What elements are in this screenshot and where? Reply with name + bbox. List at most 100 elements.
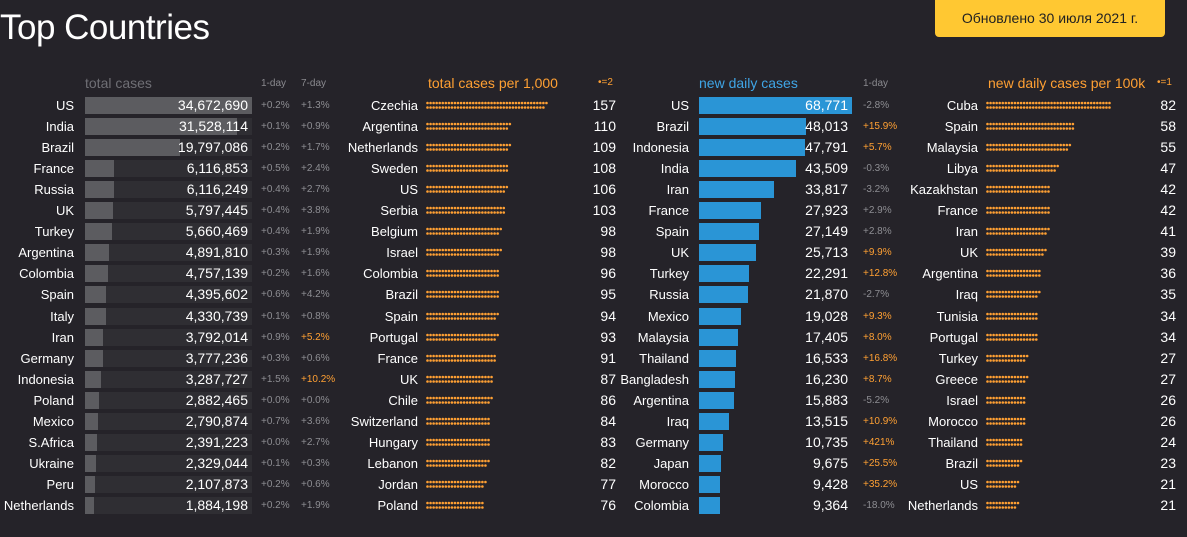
country-label: Colombia	[19, 266, 74, 282]
change-1day: +0.2%	[261, 499, 290, 511]
country-label: Kazakhstan	[910, 182, 978, 198]
country-label: Hungary	[368, 434, 418, 450]
per-100k-row: US 21	[900, 474, 1187, 495]
country-label: Thailand	[928, 434, 978, 450]
per-100k-dots	[986, 164, 1059, 172]
daily-cases-value: 48,013	[805, 118, 848, 135]
per-100k-dots	[986, 501, 1020, 509]
change-7day: +0.0%	[301, 394, 330, 406]
daily-cases-value: 68,771	[805, 97, 848, 113]
change-1day: +0.0%	[261, 436, 290, 448]
daily-cases-row: Japan 9,675 +25.5%	[620, 453, 910, 474]
per-100k-value: 42	[1160, 181, 1176, 198]
daily-change-1day: +16.8%	[863, 352, 898, 364]
total-cases-value: 6,116,249	[186, 181, 248, 198]
daily-cases-row: Indonesia 47,791 +5.7%	[620, 137, 910, 158]
per-100k-row: Thailand 24	[900, 432, 1187, 453]
change-1day: +0.5%	[261, 163, 290, 175]
daily-cases-bar	[699, 307, 742, 325]
country-label: Spain	[944, 119, 978, 135]
total-cases-value: 4,395,602	[185, 286, 248, 303]
daily-cases-row: Argentina 15,883 -5.2%	[620, 390, 910, 411]
change-1day: +0.2%	[261, 478, 290, 490]
daily-cases-row: Russia 21,870 -2.7%	[620, 284, 910, 305]
per-100k-value: 26	[1160, 412, 1176, 429]
total-cases-header: total cases	[85, 75, 152, 91]
country-label: Portugal	[929, 329, 978, 345]
per-100k-row: Portugal 34	[900, 327, 1187, 348]
per-100k-dots	[986, 270, 1041, 278]
total-cases-bar	[85, 265, 108, 283]
per-100k-value: 34	[1160, 328, 1176, 345]
country-label: Spain	[384, 308, 418, 324]
country-label: Libya	[946, 161, 978, 177]
daily-change-1day: +2.9%	[863, 205, 892, 217]
per-1000-row: Serbia 103	[340, 200, 630, 221]
per-100k-value: 55	[1160, 139, 1176, 156]
country-label: Czechia	[371, 98, 418, 113]
total-cases-track	[85, 265, 252, 283]
change-7day: +0.8%	[301, 310, 330, 322]
daily-change-1day: +8.0%	[863, 331, 892, 343]
total-cases-track	[85, 328, 252, 346]
daily-change-1day: +15.9%	[863, 121, 898, 133]
daily-cases-bar	[699, 202, 762, 220]
per-100k-dots	[986, 185, 1050, 193]
per-1000-value: 109	[592, 139, 616, 156]
total-cases-row: Netherlands 1,884,198 +0.2% +1.9%	[0, 495, 340, 516]
total-cases-value: 4,330,739	[185, 307, 248, 324]
country-label: Peru	[46, 476, 74, 492]
country-label: Brazil	[945, 455, 978, 471]
daily-cases-bar	[699, 97, 852, 114]
daily-cases-value: 16,230	[805, 370, 848, 387]
total-cases-value: 19,797,086	[177, 139, 248, 156]
country-label: Iran	[666, 182, 689, 198]
total-cases-row: Italy 4,330,739 +0.1% +0.8%	[0, 306, 340, 327]
per-1000-value: 95	[600, 286, 616, 303]
change-7day: +1.9%	[301, 247, 330, 259]
per-1000-dots	[426, 291, 499, 299]
daily-cases-row: Iraq 13,515 +10.9%	[620, 411, 910, 432]
total-cases-track	[85, 496, 252, 514]
total-cases-track	[85, 307, 252, 325]
per-100k-value: 35	[1160, 286, 1176, 303]
per-100k-value: 24	[1160, 433, 1176, 450]
change-7day: +0.9%	[301, 121, 330, 133]
country-label: Turkey	[34, 224, 74, 240]
change-1day: +0.1%	[261, 121, 290, 133]
daily-cases-value: 9,675	[812, 454, 848, 471]
total-cases-track	[85, 181, 252, 199]
per-1000-dots	[426, 375, 493, 383]
daily-cases-bar	[699, 412, 730, 430]
change-7day: +1.3%	[301, 100, 330, 111]
change-1day: +0.9%	[261, 331, 290, 343]
daily-cases-value: 13,515	[805, 412, 848, 429]
per-1000-legend: •=2	[598, 77, 613, 88]
total-cases-bar	[85, 475, 96, 493]
per-100k-row: Netherlands 21	[900, 495, 1187, 516]
country-label: UK	[670, 245, 689, 261]
per-100k-row: Libya 47	[900, 158, 1187, 179]
daily-change-1day: -0.3%	[863, 163, 890, 175]
per-1000-value: 76	[600, 496, 616, 513]
per-1000-row: Lebanon 82	[340, 453, 630, 474]
change-7day: +0.6%	[301, 478, 330, 490]
per-100k-dots	[986, 227, 1050, 236]
daily-cases-bar	[699, 475, 720, 493]
per-1000-value: 103	[592, 202, 616, 219]
country-label: Lebanon	[367, 455, 418, 471]
per-1000-row: Portugal 93	[340, 327, 630, 348]
per-100k-dots	[986, 354, 1029, 362]
daily-change-1day: -3.2%	[863, 184, 890, 196]
country-label: Netherlands	[347, 140, 418, 156]
country-label: Poland	[377, 497, 418, 513]
daily-change-1day: +9.9%	[863, 247, 892, 259]
per-100k-row: Kazakhstan 42	[900, 179, 1187, 200]
daily-change-1day: +9.3%	[863, 310, 892, 322]
total-cases-row: S.Africa 2,391,223 +0.0% +2.7%	[0, 432, 340, 453]
total-cases-bar	[85, 97, 252, 114]
change-1day: +0.0%	[261, 394, 290, 406]
total-cases-track	[85, 223, 252, 241]
country-label: India	[45, 119, 74, 135]
per-1000-dots	[426, 480, 487, 488]
